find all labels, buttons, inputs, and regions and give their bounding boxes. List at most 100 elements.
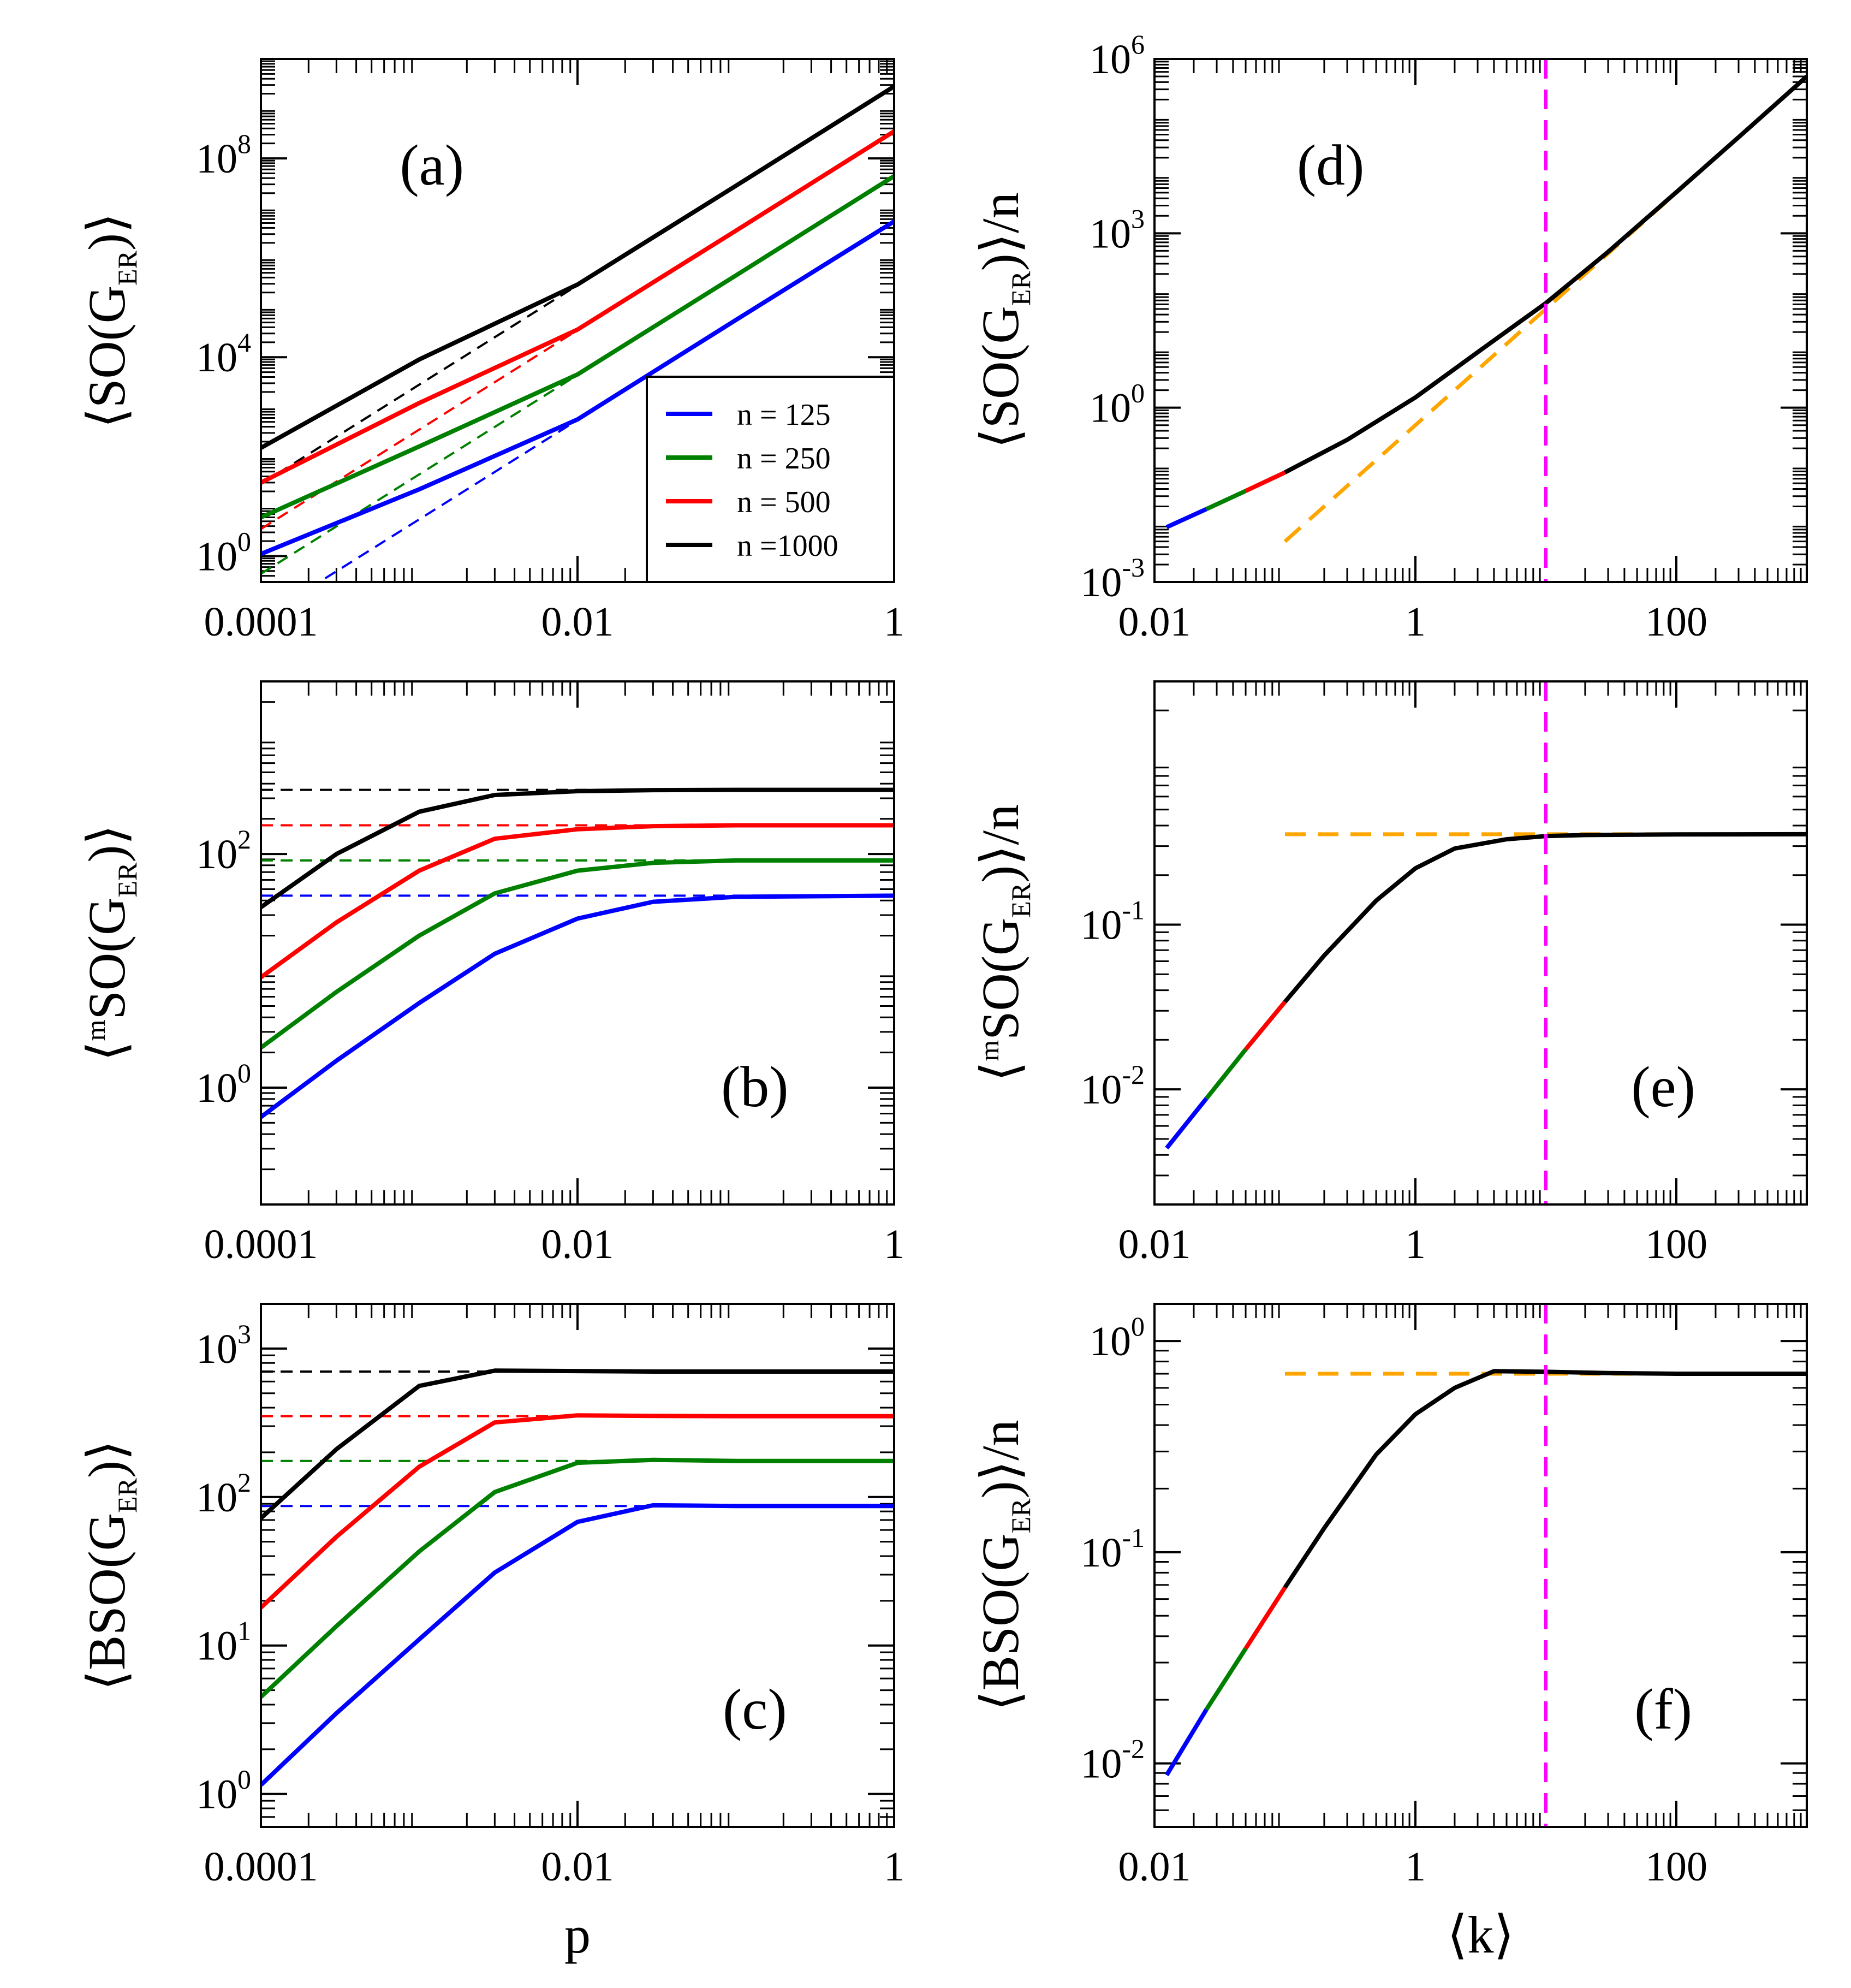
series-line-n-1000	[1283, 832, 1807, 1004]
x-axis-title: ⟨k⟩	[1447, 1906, 1514, 1964]
legend-label: n = 125	[737, 398, 831, 432]
y-axis-title-pre: ⟨	[78, 1041, 136, 1061]
y-tick-exponent: 4	[237, 327, 251, 358]
x-tick-label: 1	[1405, 1221, 1426, 1267]
y-axis-title-pre: ⟨BSO(G	[971, 1533, 1029, 1711]
legend-box	[646, 376, 895, 583]
series-line-n-500-segment	[1245, 470, 1286, 493]
y-axis-title-sub: ER	[112, 862, 142, 898]
series-line-n-500	[261, 129, 894, 485]
panel-label: (c)	[723, 1677, 787, 1741]
y-tick-label: 103	[1090, 203, 1145, 257]
y-tick-base: 10	[1080, 903, 1122, 948]
y-axis-title: ⟨SO(GER)⟩/n	[971, 192, 1036, 448]
y-tick-base: 10	[196, 136, 237, 182]
y-tick-label: 100	[196, 1764, 251, 1818]
x-tick-label: 1	[1405, 1844, 1426, 1890]
y-axis-title: ⟨SO(GER)⟩	[78, 213, 142, 429]
series-line-n-1000	[261, 1368, 894, 1520]
minor-ticks-d	[1154, 59, 1807, 582]
y-tick-exponent: 0	[237, 526, 251, 556]
y-tick-label: 102	[196, 824, 251, 877]
plot-frame	[260, 1303, 895, 1828]
y-tick-label: 106	[1090, 29, 1145, 82]
series-line-n-500-segment	[1244, 1000, 1287, 1051]
x-tick-label: 0.01	[541, 599, 614, 645]
y-tick-exponent: 0	[1131, 378, 1145, 408]
y-tick-label: 108	[196, 128, 251, 182]
y-axis-title-sub: ER	[1005, 1498, 1036, 1534]
y-axis-title-presup: m	[974, 1040, 1004, 1061]
y-axis-title-sub: ER	[1005, 882, 1036, 918]
series-line-n-1000	[261, 84, 894, 450]
minor-ticks-c	[261, 1304, 894, 1828]
plot-frame	[1153, 680, 1808, 1206]
series-line-n-1000	[1283, 1369, 1807, 1589]
series-c	[261, 1368, 894, 1787]
minor-ticks-e	[1154, 681, 1807, 1204]
y-tick-base: 10	[196, 1772, 237, 1818]
series-line-n-125-segment	[1164, 1708, 1209, 1777]
series-d	[1165, 75, 1807, 543]
plot-frame	[260, 58, 895, 583]
series-line-n-1000	[1284, 75, 1807, 474]
series-line-n-500	[261, 823, 894, 980]
y-axis-title-sub: ER	[1005, 271, 1036, 306]
y-tick-base: 10	[196, 1623, 237, 1669]
y-tick-exponent: 6	[1131, 29, 1145, 60]
y-tick-base: 10	[1090, 211, 1131, 257]
legend-label: n = 250	[737, 442, 831, 476]
y-tick-label: 100	[1090, 378, 1145, 431]
y-axis-title-post: )⟩/n	[971, 192, 1029, 271]
series-line-n-125	[261, 1503, 894, 1787]
x-axis-title: p	[564, 1906, 591, 1964]
y-tick-label: 100	[1090, 1311, 1145, 1364]
y-axis-title: ⟨BSO(GER)⟩	[78, 1440, 142, 1691]
panel-label: (f)	[1634, 1677, 1692, 1741]
plot-frame	[1153, 58, 1808, 583]
y-tick-exponent: -2	[1122, 1059, 1145, 1090]
series-line-n-250-segment	[1204, 1647, 1248, 1711]
y-tick-exponent: 3	[1131, 203, 1145, 234]
y-tick-base: 10	[1090, 1319, 1131, 1364]
y-axis-title-post: )⟩/n	[971, 1420, 1029, 1498]
y-tick-label: 10-3	[1080, 552, 1145, 606]
y-tick-base: 10	[196, 1065, 237, 1111]
y-tick-base: 10	[1080, 1067, 1122, 1113]
x-tick-label: 0.0001	[204, 599, 318, 645]
plot-frame	[260, 680, 895, 1206]
legend-label: n = 500	[737, 485, 831, 519]
y-axis-title-pre: ⟨SO(G	[971, 306, 1029, 448]
panel-label: (b)	[721, 1055, 789, 1119]
series-a	[261, 84, 894, 582]
series-line-n-250-segment	[1204, 1048, 1248, 1100]
y-tick-label: 104	[196, 327, 251, 381]
y-tick-base: 10	[1080, 1741, 1122, 1787]
y-tick-base: 10	[196, 1475, 237, 1521]
y-tick-label: 102	[196, 1467, 251, 1521]
series-line-n-250	[261, 174, 894, 520]
y-tick-label: 100	[196, 1058, 251, 1111]
x-tick-label: 0.01	[1118, 599, 1191, 645]
y-axis-title-presup: m	[80, 1019, 111, 1041]
series-line-n-125	[261, 893, 894, 1119]
minor-ticks-f	[1154, 1304, 1807, 1827]
x-tick-label: 100	[1645, 599, 1707, 645]
y-axis-title-sub: ER	[112, 250, 142, 286]
series-b	[261, 787, 894, 1119]
y-tick-exponent: 3	[237, 1319, 251, 1349]
y-tick-exponent: 0	[1131, 1311, 1145, 1342]
y-tick-label: 101	[196, 1616, 251, 1669]
series-line-n-1000	[261, 787, 894, 909]
y-tick-base: 10	[196, 335, 237, 381]
x-tick-label: 1	[884, 1844, 904, 1890]
x-tick-label: 0.0001	[204, 1221, 318, 1267]
series-line-n-125-segment	[1165, 507, 1207, 530]
y-tick-base: 10	[196, 533, 237, 579]
